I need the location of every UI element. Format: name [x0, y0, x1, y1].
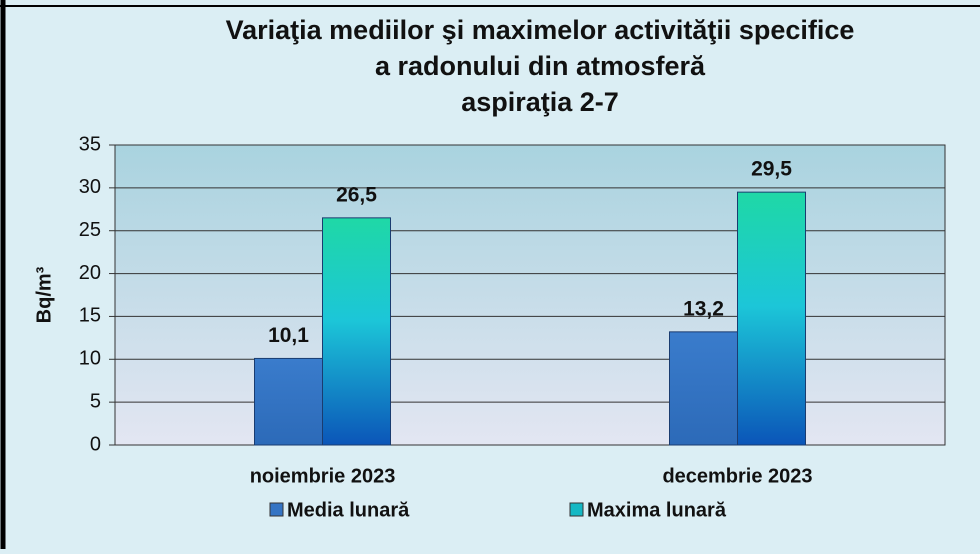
value-label: 29,5	[751, 158, 792, 181]
bar	[322, 217, 391, 446]
legend-label: Media lunară	[287, 499, 410, 521]
y-tick-label: 25	[79, 219, 101, 241]
x-tick-label: decembrie 2023	[662, 465, 812, 487]
bar	[254, 357, 323, 446]
value-label: 13,2	[683, 297, 724, 320]
y-tick-label: 35	[79, 133, 101, 155]
y-tick-label: 5	[90, 390, 101, 412]
legend-swatch	[269, 502, 284, 517]
y-tick-label: 30	[79, 176, 101, 198]
y-tick-label: 15	[79, 305, 101, 327]
x-tick-label: noiembrie 2023	[250, 465, 396, 487]
chart-title: Variaţia mediilor şi maximelor activităţ…	[226, 15, 855, 45]
y-axis-label: Bq/m³	[33, 266, 55, 323]
y-tick-label: 0	[90, 433, 101, 455]
plot-area	[114, 144, 946, 446]
legend-label: Maxima lunară	[587, 499, 727, 521]
chart-title: a radonului din atmosferă	[375, 51, 706, 81]
value-label: 26,5	[336, 183, 377, 206]
chart-title: aspiraţia 2-7	[461, 87, 619, 117]
y-tick-label: 10	[79, 348, 101, 370]
y-tick-label: 20	[79, 262, 101, 284]
bar	[669, 331, 738, 446]
legend-swatch	[569, 502, 584, 517]
bar	[737, 191, 806, 446]
value-label: 10,1	[268, 324, 309, 347]
